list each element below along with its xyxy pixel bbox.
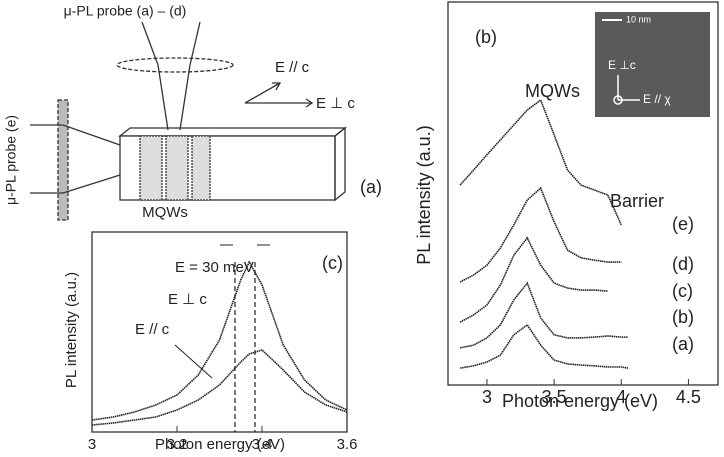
x-axis-label: Photon energy (eV)	[502, 391, 658, 411]
beam	[62, 174, 121, 194]
y-axis-label: PL intensity (a.u.)	[414, 125, 434, 264]
x-tick-label: 4.5	[676, 387, 701, 407]
series-label: (a)	[672, 334, 694, 354]
plot-frame	[91, 231, 348, 433]
spectrum	[459, 186, 622, 283]
series-label: E // c	[135, 321, 170, 338]
x-tick-label: 3	[88, 436, 96, 453]
mqws-label: MQWs	[142, 204, 188, 221]
beam	[179, 64, 191, 131]
bar-top	[118, 127, 347, 137]
beam	[141, 21, 159, 66]
panel-label: (a)	[360, 177, 382, 197]
panel-label: (b)	[475, 27, 497, 47]
plot-frame	[447, 1, 719, 386]
lens	[116, 57, 234, 73]
bar-side	[334, 126, 346, 202]
x-tick-label: 3.6	[337, 436, 358, 453]
series-label: (b)	[672, 307, 694, 327]
spectrum	[459, 281, 628, 349]
pointer	[174, 344, 213, 379]
mqw	[191, 135, 211, 201]
x-tick-label: 3.5	[542, 387, 567, 407]
mqw	[165, 135, 189, 201]
inset-dot	[613, 95, 623, 105]
e-par: E // c	[275, 59, 310, 76]
spectrum	[459, 98, 623, 226]
inset-e-par: E // χ	[643, 92, 671, 106]
e-perp: E ⊥ c	[316, 95, 355, 112]
annotation: Barrier	[610, 191, 664, 211]
annotation: MQWs	[525, 81, 580, 101]
spectrum	[91, 349, 348, 426]
series-label: E ⊥ c	[168, 291, 207, 308]
panel-label: (c)	[322, 253, 343, 273]
beam	[157, 64, 169, 131]
arrow	[244, 82, 281, 104]
panel-a: μ-PL probe (a) – (d) μ-PL probe (e) MQWs…	[3, 3, 382, 221]
beam	[62, 124, 121, 146]
beam	[189, 21, 201, 66]
y-axis-label: PL intensity (a.u.)	[63, 272, 80, 388]
side-lens	[57, 99, 69, 221]
inset-e-perp: E ⊥c	[608, 58, 636, 72]
annotation: E = 30 meV	[175, 259, 254, 276]
series-label: (d)	[672, 254, 694, 274]
probe-label: μ-PL probe (e)	[3, 115, 19, 205]
spectrum	[459, 236, 608, 323]
spectrum	[459, 323, 629, 369]
series-label: (e)	[672, 214, 694, 234]
arrow-head	[272, 82, 282, 91]
spectrum	[91, 260, 348, 421]
mqw	[139, 135, 163, 201]
x-tick-label: 4	[616, 387, 626, 407]
inset-scale: 10 nm	[626, 14, 651, 24]
x-tick-label: 3.2	[167, 436, 188, 453]
x-axis-label: Photon energy (eV)	[155, 436, 285, 453]
arrow-head	[305, 98, 314, 108]
x-tick-label: 3.4	[252, 436, 273, 453]
series-label: (c)	[672, 281, 693, 301]
x-tick-label: 3	[482, 387, 492, 407]
probe-label: μ-PL probe (a) – (d)	[64, 3, 187, 19]
